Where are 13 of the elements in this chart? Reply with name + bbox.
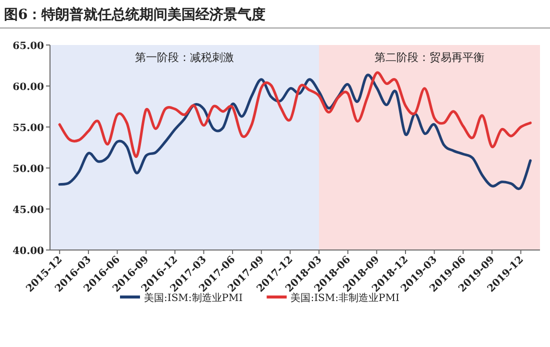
y-tick-label: 40.00 <box>12 246 44 257</box>
y-tick-label: 50.00 <box>12 164 44 175</box>
y-tick-label: 65.00 <box>12 41 44 52</box>
line-series <box>58 74 532 189</box>
legend-label: 美国:ISM:非制造业PMI <box>290 292 400 304</box>
y-tick-label: 55.00 <box>12 123 44 134</box>
line-series <box>58 72 532 158</box>
band-label: 第一阶段：减税刺激 <box>135 51 234 64</box>
y-tick-label: 45.00 <box>12 205 44 216</box>
y-tick-label: 60.00 <box>12 82 44 93</box>
band-label: 第二阶段：贸易再平衡 <box>374 51 485 64</box>
legend-label: 美国:ISM:制造业PMI <box>144 292 243 304</box>
chart-title: 图6：特朗普就任总统期间美国经济景气度 <box>4 6 266 23</box>
